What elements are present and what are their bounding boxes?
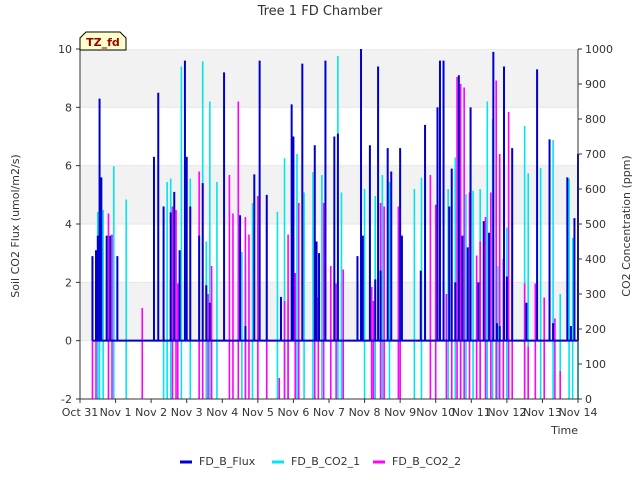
y-right-tick-label: 400	[585, 253, 606, 266]
legend-item: FD_B_CO2_2	[373, 455, 461, 468]
x-tick-label: Nov 5	[242, 406, 274, 419]
series-layer	[91, 49, 579, 399]
y-right-tick-label: 200	[585, 323, 606, 336]
x-tick-label: Nov 3	[171, 406, 203, 419]
x-tick-label: Nov 11	[452, 406, 491, 419]
x-tick-label: Nov 14	[559, 406, 598, 419]
y-left-tick-label: 0	[65, 335, 72, 348]
y-left-tick-label: -2	[61, 393, 72, 406]
x-tick-label: Nov 4	[206, 406, 238, 419]
y-right-tick-label: 900	[585, 78, 606, 91]
legend-label: FD_B_CO2_1	[291, 455, 360, 468]
y-left-tick-label: 6	[65, 160, 72, 173]
legend-label: FD_B_Flux	[199, 455, 256, 468]
grid-band	[80, 49, 578, 107]
x-tick-label: Oct 31	[62, 406, 99, 419]
tz-annotation-text: TZ_fd	[86, 36, 120, 49]
y-right-tick-label: 100	[585, 358, 606, 371]
y-left-tick-label: 8	[65, 101, 72, 114]
x-tick-label: Nov 2	[135, 406, 167, 419]
x-tick-label: Nov 7	[313, 406, 345, 419]
y-axis-left-label: Soil CO2 Flux (umol/m2/s)	[9, 154, 22, 297]
legend-label: FD_B_CO2_2	[392, 455, 461, 468]
x-tick-label: Nov 6	[277, 406, 309, 419]
tz-annotation: TZ_fd	[79, 31, 127, 51]
legend-item: FD_B_CO2_1	[272, 455, 360, 468]
ticks-layer: -202468100100200300400500600700800900100…	[58, 43, 613, 419]
y-right-tick-label: 1000	[585, 43, 613, 56]
legend: FD_B_Flux FD_B_CO2_1 FD_B_CO2_2	[180, 455, 461, 468]
x-tick-label: Nov 1	[100, 406, 132, 419]
y-right-tick-label: 600	[585, 183, 606, 196]
tz-annotation-box	[79, 31, 127, 51]
y-right-tick-label: 800	[585, 113, 606, 126]
y-right-tick-label: 300	[585, 288, 606, 301]
x-tick-label: Nov 10	[416, 406, 455, 419]
grid-band	[80, 107, 578, 166]
x-tick-label: Nov 8	[349, 406, 381, 419]
y-left-tick-label: 4	[65, 218, 72, 231]
x-tick-label: Nov 13	[523, 406, 562, 419]
chart-title: Tree 1 FD Chamber	[257, 4, 383, 19]
y-left-tick-label: 10	[58, 43, 72, 56]
y-right-tick-label: 0	[585, 393, 592, 406]
series-fd-b-co2-2	[91, 77, 562, 399]
x-tick-label: Nov 9	[384, 406, 416, 419]
y-right-tick-label: 500	[585, 218, 606, 231]
legend-item: FD_B_Flux	[180, 455, 256, 468]
y-axis-right-label: CO2 Concentration (ppm)	[620, 155, 633, 296]
y-left-tick-label: 2	[65, 276, 72, 289]
x-tick-label: Nov 12	[487, 406, 526, 419]
x-axis-label: Time	[550, 424, 578, 437]
series-fd-b-flux	[91, 49, 579, 342]
y-right-tick-label: 700	[585, 148, 606, 161]
